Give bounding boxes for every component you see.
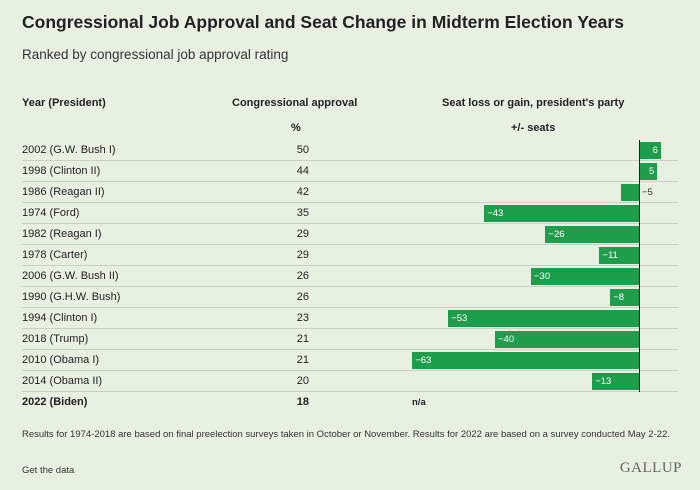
row-approval-value: 42 [296, 186, 309, 198]
footnote: Results for 1974-2018 are based on final… [22, 429, 670, 440]
seat-bar [531, 268, 639, 285]
seat-bar-label: −13 [595, 376, 612, 387]
get-data-link[interactable]: Get the data [22, 465, 75, 476]
table-row: 1986 (Reagan II) 42 −5 [22, 182, 678, 203]
header-approval-unit: % [291, 122, 301, 134]
seat-bar [412, 352, 639, 369]
table-row: 1994 (Clinton I) 23 −53 [22, 308, 678, 329]
table-row: 2006 (G.W. Bush II) 26 −30 [22, 266, 678, 287]
row-approval-value: 50 [296, 144, 309, 156]
seat-bar [610, 289, 639, 306]
seat-bar [592, 373, 639, 390]
seat-bar [621, 184, 639, 201]
row-approval-value: 21 [296, 354, 309, 366]
table-row: 1990 (G.H.W. Bush) 26 −8 [22, 287, 678, 308]
row-approval-value: 26 [296, 291, 309, 303]
chart-title: Congressional Job Approval and Seat Chan… [22, 12, 624, 32]
row-approval-value: 44 [296, 165, 309, 177]
seat-bar [639, 163, 657, 180]
seat-bar-label: −63 [415, 355, 432, 366]
seat-bar [599, 247, 639, 264]
table-row: 2002 (G.W. Bush I) 50 6 [22, 140, 678, 161]
header-year: Year (President) [22, 97, 106, 109]
row-year-label: 1990 (G.H.W. Bush) [22, 291, 121, 303]
row-year-label: 1982 (Reagan I) [22, 228, 102, 240]
seat-bar-label: 6 [652, 145, 658, 156]
seat-bar [545, 226, 639, 243]
row-year-label: 2006 (G.W. Bush II) [22, 270, 119, 282]
table-row: 1982 (Reagan I) 29 −26 [22, 224, 678, 245]
row-year-label: 2010 (Obama I) [22, 354, 100, 366]
row-year-label: 2022 (Biden) [22, 396, 88, 408]
table-row: 1974 (Ford) 35 −43 [22, 203, 678, 224]
table-row: 2014 (Obama II) 20 −13 [22, 371, 678, 392]
seat-bar-label: −43 [487, 208, 504, 219]
seat-bar-label: −30 [534, 271, 551, 282]
seat-bar [639, 142, 661, 159]
header-seats: Seat loss or gain, president's party [442, 97, 625, 109]
table-row: 1978 (Carter) 29 −11 [22, 245, 678, 266]
row-approval-value: 26 [296, 270, 309, 282]
seat-bar [484, 205, 639, 222]
seat-bar-label: −5 [642, 187, 653, 198]
table-row: 2018 (Trump) 21 −40 [22, 329, 678, 350]
row-approval-value: 20 [296, 375, 309, 387]
row-year-label: 2018 (Trump) [22, 333, 89, 345]
row-approval-value: 18 [296, 396, 309, 408]
row-year-label: 1978 (Carter) [22, 249, 88, 261]
seat-bar [495, 331, 639, 348]
gallup-logo: GALLUP [619, 460, 682, 476]
seat-bar-label: −8 [613, 292, 625, 303]
seat-bar-label: −11 [602, 250, 618, 261]
seat-bar-label: −53 [451, 313, 468, 324]
table-row: 2010 (Obama I) 21 −63 [22, 350, 678, 371]
row-year-label: 2014 (Obama II) [22, 375, 103, 387]
table-row: 1998 (Clinton II) 44 5 [22, 161, 678, 182]
row-year-label: 1994 (Clinton I) [22, 312, 98, 324]
row-year-label: 1974 (Ford) [22, 207, 80, 219]
zero-axis-line [639, 140, 640, 392]
seat-bar-label: −40 [498, 334, 515, 345]
row-year-label: 1986 (Reagan II) [22, 186, 105, 198]
header-approval: Congressional approval [232, 97, 358, 109]
seat-na-label: n/a [412, 397, 426, 408]
table-row: 2022 (Biden) 18 n/a [22, 392, 678, 413]
seat-bar-label: −26 [548, 229, 565, 240]
row-approval-value: 21 [296, 333, 309, 345]
row-approval-value: 29 [296, 228, 309, 240]
seat-bar-label: 5 [649, 166, 655, 177]
row-year-label: 2002 (G.W. Bush I) [22, 144, 116, 156]
chart-subtitle: Ranked by congressional job approval rat… [22, 47, 289, 62]
row-year-label: 1998 (Clinton II) [22, 165, 101, 177]
row-approval-value: 29 [296, 249, 309, 261]
row-approval-value: 35 [296, 207, 309, 219]
row-approval-value: 23 [296, 312, 309, 324]
header-seats-unit: +/- seats [511, 122, 556, 134]
seat-bar [448, 310, 639, 327]
